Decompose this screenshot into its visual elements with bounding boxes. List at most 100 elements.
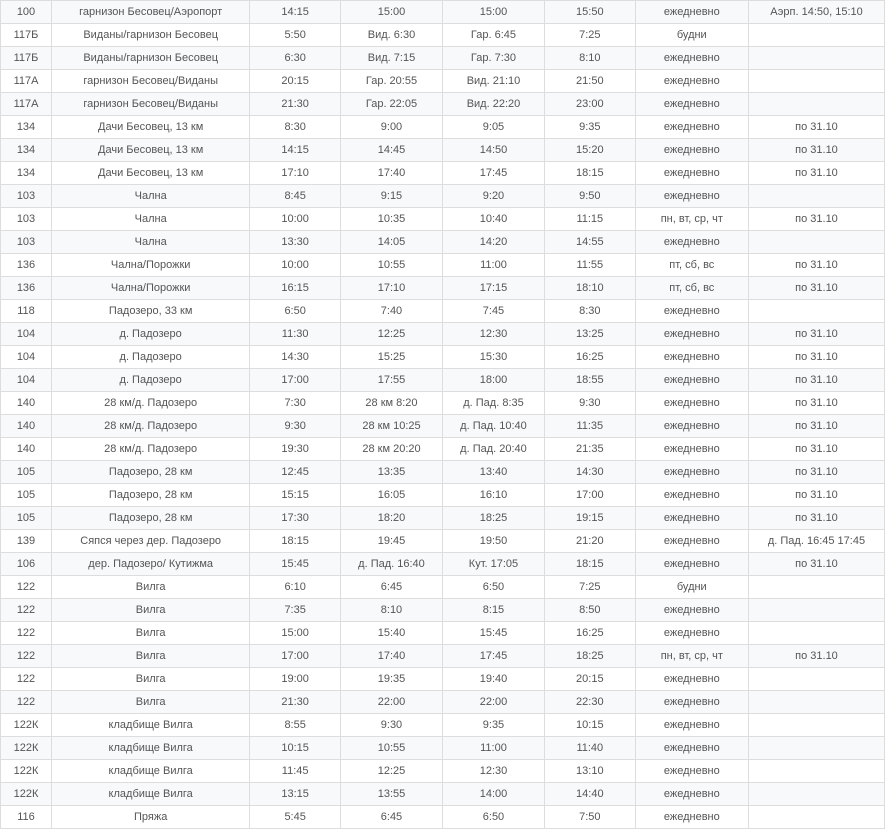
- note: [748, 783, 884, 806]
- days: ежедневно: [635, 369, 748, 392]
- days: ежедневно: [635, 806, 748, 829]
- time-3: д. Пад. 20:40: [442, 438, 544, 461]
- time-3: 15:45: [442, 622, 544, 645]
- route-number: 118: [1, 300, 52, 323]
- time-1: 6:50: [250, 300, 341, 323]
- days: ежедневно: [635, 691, 748, 714]
- time-1: 10:00: [250, 254, 341, 277]
- note: по 31.10: [748, 139, 884, 162]
- days: пт, сб, вс: [635, 277, 748, 300]
- route-number: 136: [1, 254, 52, 277]
- destination: кладбище Вилга: [52, 714, 250, 737]
- table-row: 122Ккладбище Вилга11:4512:2512:3013:10еж…: [1, 760, 885, 783]
- time-1: 15:15: [250, 484, 341, 507]
- time-2: 17:10: [340, 277, 442, 300]
- days: ежедневно: [635, 461, 748, 484]
- time-4: 18:15: [544, 553, 635, 576]
- route-number: 140: [1, 415, 52, 438]
- table-row: 104д. Падозеро11:3012:2512:3013:25ежедне…: [1, 323, 885, 346]
- days: будни: [635, 576, 748, 599]
- time-3: 7:45: [442, 300, 544, 323]
- table-row: 122Вилга19:0019:3519:4020:15ежедневно: [1, 668, 885, 691]
- route-number: 122: [1, 645, 52, 668]
- time-3: 18:25: [442, 507, 544, 530]
- time-2: Гар. 20:55: [340, 70, 442, 93]
- time-4: 11:15: [544, 208, 635, 231]
- time-3: Вид. 22:20: [442, 93, 544, 116]
- days: ежедневно: [635, 668, 748, 691]
- time-3: 9:20: [442, 185, 544, 208]
- route-number: 122: [1, 576, 52, 599]
- table-row: 14028 км/д. Падозеро7:3028 км 8:20д. Пад…: [1, 392, 885, 415]
- time-2: Вид. 7:15: [340, 47, 442, 70]
- days: ежедневно: [635, 599, 748, 622]
- route-number: 134: [1, 162, 52, 185]
- time-3: 6:50: [442, 806, 544, 829]
- table-row: 104д. Падозеро17:0017:5518:0018:55ежедне…: [1, 369, 885, 392]
- route-number: 103: [1, 231, 52, 254]
- note: [748, 599, 884, 622]
- time-2: 17:40: [340, 162, 442, 185]
- note: по 31.10: [748, 415, 884, 438]
- time-1: 8:55: [250, 714, 341, 737]
- destination: д. Падозеро: [52, 369, 250, 392]
- time-1: 21:30: [250, 93, 341, 116]
- route-number: 104: [1, 369, 52, 392]
- time-4: 10:15: [544, 714, 635, 737]
- time-2: 16:05: [340, 484, 442, 507]
- table-row: 116Пряжа5:456:456:507:50ежедневно: [1, 806, 885, 829]
- time-1: 12:45: [250, 461, 341, 484]
- time-3: 19:40: [442, 668, 544, 691]
- time-4: 13:10: [544, 760, 635, 783]
- note: по 31.10: [748, 254, 884, 277]
- note: по 31.10: [748, 438, 884, 461]
- destination: Чална: [52, 231, 250, 254]
- time-1: 19:00: [250, 668, 341, 691]
- destination: Вилга: [52, 576, 250, 599]
- time-2: 9:15: [340, 185, 442, 208]
- time-2: 14:05: [340, 231, 442, 254]
- time-3: 14:50: [442, 139, 544, 162]
- time-4: 14:55: [544, 231, 635, 254]
- table-row: 122Вилга21:3022:0022:0022:30ежедневно: [1, 691, 885, 714]
- time-4: 22:30: [544, 691, 635, 714]
- note: по 31.10: [748, 484, 884, 507]
- route-number: 122К: [1, 783, 52, 806]
- time-2: 12:25: [340, 760, 442, 783]
- destination: 28 км/д. Падозеро: [52, 392, 250, 415]
- route-number: 105: [1, 507, 52, 530]
- days: ежедневно: [635, 760, 748, 783]
- destination: Пряжа: [52, 806, 250, 829]
- table-row: 104д. Падозеро14:3015:2515:3016:25ежедне…: [1, 346, 885, 369]
- time-3: Вид. 21:10: [442, 70, 544, 93]
- route-number: 140: [1, 438, 52, 461]
- destination: Дачи Бесовец, 13 км: [52, 162, 250, 185]
- time-2: 17:55: [340, 369, 442, 392]
- time-1: 5:45: [250, 806, 341, 829]
- time-1: 18:15: [250, 530, 341, 553]
- route-number: 122: [1, 691, 52, 714]
- table-row: 122Вилга7:358:108:158:50ежедневно: [1, 599, 885, 622]
- route-number: 117А: [1, 93, 52, 116]
- table-row: 122Вилга15:0015:4015:4516:25ежедневно: [1, 622, 885, 645]
- table-row: 122Ккладбище Вилга10:1510:5511:0011:40еж…: [1, 737, 885, 760]
- days: пт, сб, вс: [635, 254, 748, 277]
- route-number: 122: [1, 668, 52, 691]
- note: [748, 300, 884, 323]
- destination: кладбище Вилга: [52, 760, 250, 783]
- time-1: 11:45: [250, 760, 341, 783]
- time-1: 11:30: [250, 323, 341, 346]
- time-2: 10:55: [340, 254, 442, 277]
- destination: Дачи Бесовец, 13 км: [52, 116, 250, 139]
- note: по 31.10: [748, 116, 884, 139]
- destination: дер. Падозеро/ Кутижма: [52, 553, 250, 576]
- days: пн, вт, ср, чт: [635, 208, 748, 231]
- route-number: 140: [1, 392, 52, 415]
- route-number: 122К: [1, 760, 52, 783]
- time-2: 15:25: [340, 346, 442, 369]
- destination: кладбище Вилга: [52, 783, 250, 806]
- time-3: 15:30: [442, 346, 544, 369]
- time-1: 8:45: [250, 185, 341, 208]
- destination: 28 км/д. Падозеро: [52, 438, 250, 461]
- days: ежедневно: [635, 438, 748, 461]
